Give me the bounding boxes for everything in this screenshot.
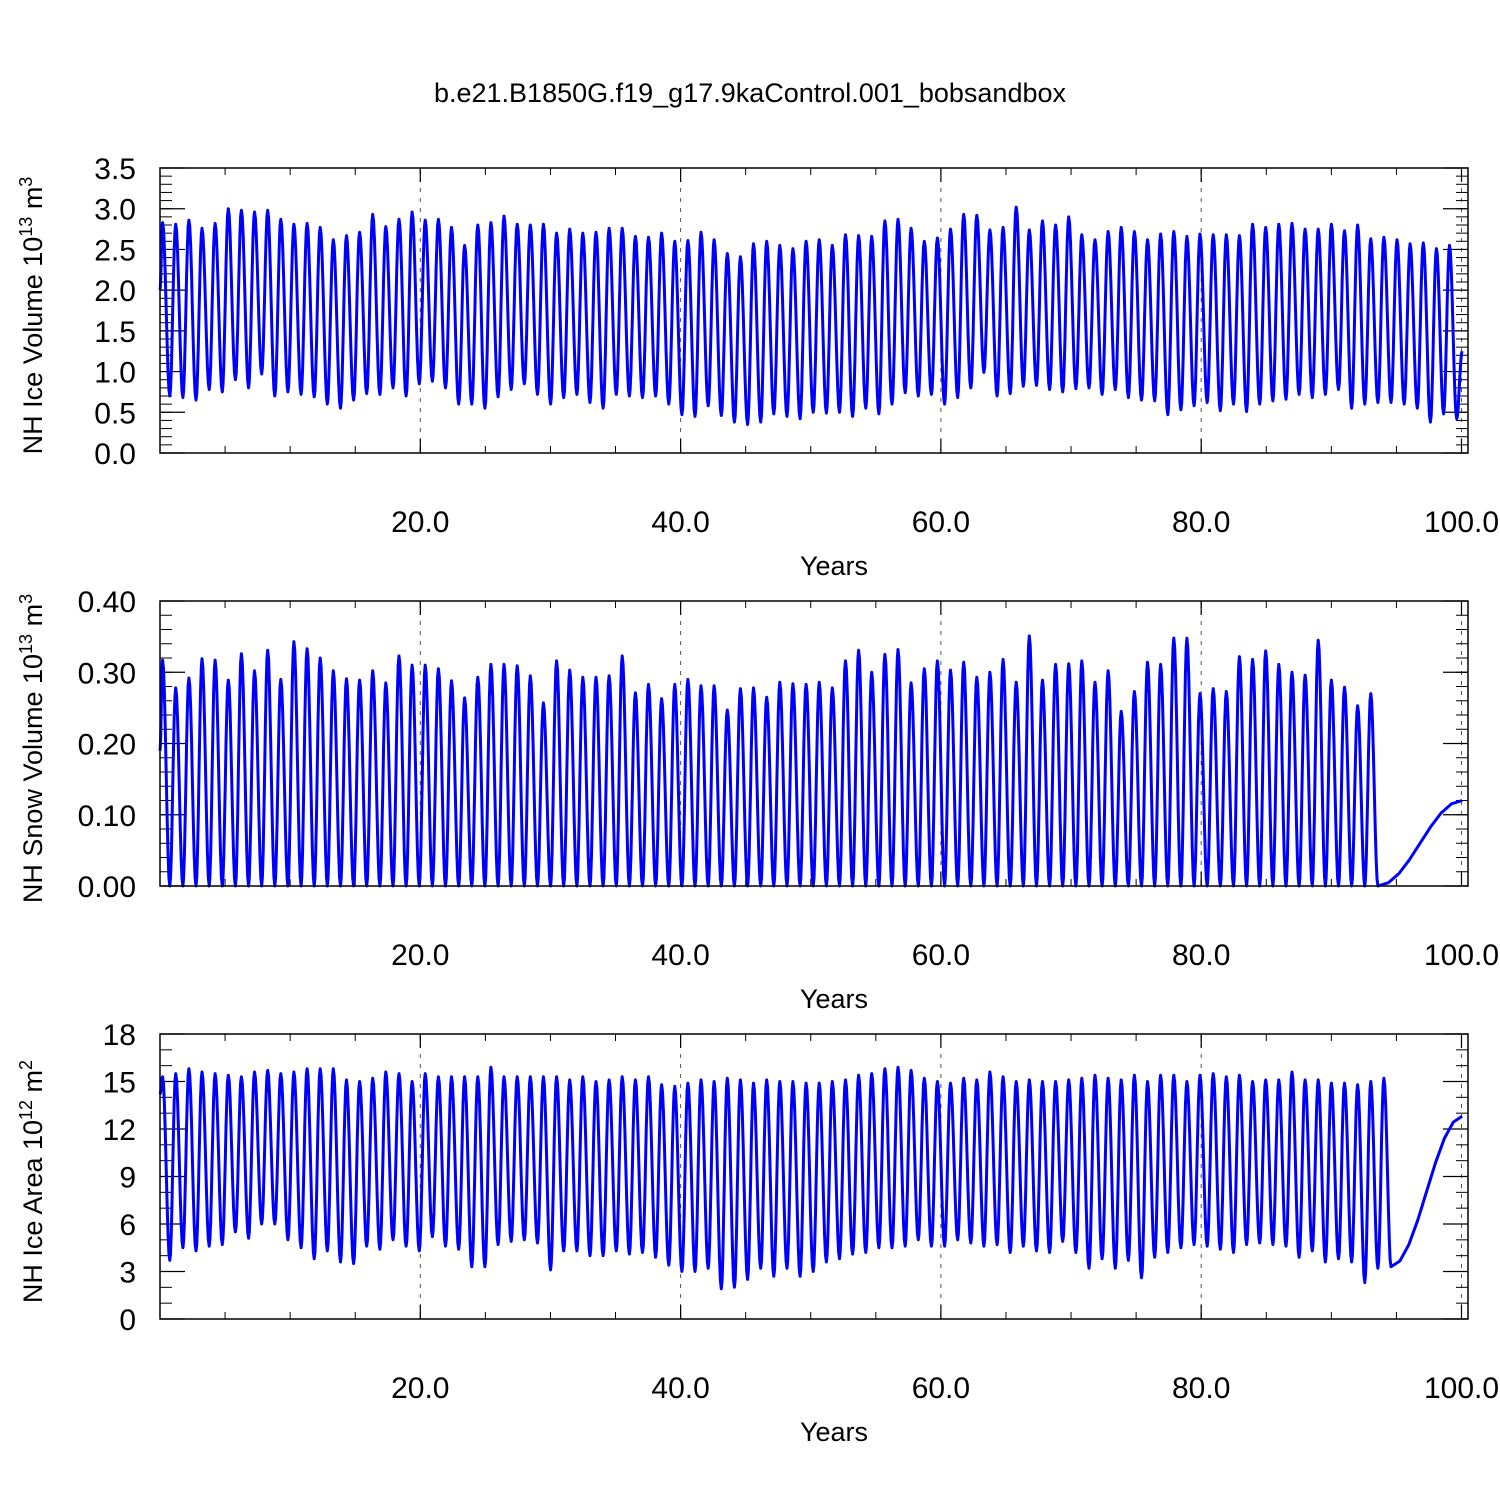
x-tick-label: 40.0 (651, 506, 709, 539)
y-tick-label: 1.5 (94, 316, 136, 349)
y-tick-label: 2.5 (94, 234, 136, 267)
y-tick-label: 0.00 (78, 871, 136, 904)
x-tick-label: 60.0 (912, 506, 970, 539)
plot-frame (159, 600, 1469, 887)
y-axis-label: NH Snow Volume 1013 m3 (16, 594, 48, 903)
x-tick-label: 60.0 (912, 939, 970, 972)
y-tick-label: 0.5 (94, 397, 136, 430)
y-tick-label: 12 (103, 1114, 136, 1147)
y-axis-label: NH Ice Area 1012 m2 (16, 1060, 48, 1303)
x-axis-label: Years (800, 1417, 868, 1447)
chart-title: b.e21.B1850G.f19_g17.9kaControl.001_bobs… (433, 78, 1066, 108)
y-axis-label-unit: m (18, 604, 48, 634)
y-tick-label: 1.0 (94, 357, 136, 390)
y-tick-label: 6 (119, 1209, 136, 1242)
x-tick-label: 20.0 (391, 506, 449, 539)
y-tick-label: 3.0 (94, 194, 136, 227)
y-axis-label-unit: m (18, 1070, 48, 1100)
ice-volume-panel: 20.0 40.0 60.0 80.0 100.0 0.0 0.5 1.0 1.5 2.0 2.5 3… (16, 153, 1499, 581)
ice-area-series-line (158, 1065, 1463, 1291)
y-axis-label: NH Ice Volume 1013 m3 (16, 177, 48, 455)
y-axis-label-unit-exponent: 2 (16, 1060, 36, 1070)
plot-frame (159, 167, 1469, 454)
y-axis-label-text: NH Ice Area 10 (18, 1120, 48, 1303)
y-axis-label-unit: m (18, 187, 48, 217)
y-axis-label-exponent: 13 (16, 634, 36, 654)
snow-volume-series-line (158, 634, 1463, 888)
x-tick-label: 100.0 (1424, 939, 1499, 972)
x-tick-label: 60.0 (912, 1372, 970, 1405)
snow-volume-panel: 20.0 40.0 60.0 80.0 100.0 0.00 0.10 0.20 0.30 0.4… (16, 586, 1499, 1014)
y-tick-label: 9 (119, 1162, 136, 1195)
y-tick-label: 15 (103, 1067, 136, 1100)
y-tick-label: 3.5 (94, 153, 136, 186)
x-tick-label: 100.0 (1424, 506, 1499, 539)
y-axis-label-exponent: 13 (16, 217, 36, 237)
ice-area-panel: 20.0 40.0 60.0 80.0 100.0 0 3 6 9 12 15 18 Years NH I… (16, 1019, 1499, 1447)
x-axis-label: Years (800, 551, 868, 581)
x-tick-label: 40.0 (651, 939, 709, 972)
y-tick-label: 2.0 (94, 275, 136, 308)
y-tick-label: 3 (119, 1257, 136, 1290)
ice-volume-series-line (158, 205, 1464, 426)
y-tick-label: 0.40 (78, 586, 136, 619)
y-tick-label: 0.0 (94, 438, 136, 471)
y-tick-label: 0 (119, 1304, 136, 1337)
y-axis-label-unit-exponent: 3 (16, 594, 36, 604)
y-axis-label-exponent: 12 (16, 1100, 36, 1120)
x-tick-label: 80.0 (1172, 506, 1230, 539)
y-tick-label: 0.10 (78, 800, 136, 833)
x-tick-label: 80.0 (1172, 1372, 1230, 1405)
x-tick-label: 80.0 (1172, 939, 1230, 972)
y-tick-label: 0.20 (78, 729, 136, 762)
plot-frame (159, 1033, 1469, 1320)
x-tick-label: 100.0 (1424, 1372, 1499, 1405)
y-axis-label-text: NH Ice Volume 10 (18, 237, 48, 455)
x-axis-label: Years (800, 984, 868, 1014)
x-tick-label: 20.0 (391, 939, 449, 972)
x-tick-label: 20.0 (391, 1372, 449, 1405)
x-tick-label: 40.0 (651, 1372, 709, 1405)
y-tick-label: 18 (103, 1019, 136, 1052)
y-tick-label: 0.30 (78, 657, 136, 690)
y-axis-label-text: NH Snow Volume 10 (18, 654, 48, 903)
y-axis-label-unit-exponent: 3 (16, 177, 36, 187)
